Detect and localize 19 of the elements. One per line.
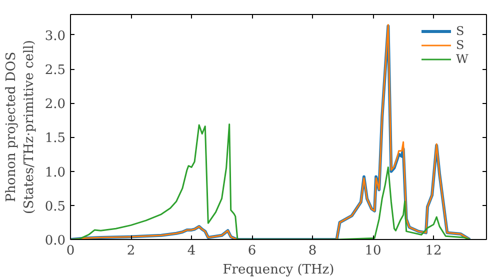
y-tick-label: 3.0 xyxy=(44,28,66,44)
legend-label: W xyxy=(456,52,470,66)
y-tick-label: 0.0 xyxy=(44,234,66,248)
x-tick-label: 10 xyxy=(364,244,382,258)
legend-label: S xyxy=(456,24,466,38)
x-tick-label: 0 xyxy=(66,244,75,258)
legend-label: S xyxy=(456,38,466,52)
x-tick-label: 4 xyxy=(187,244,196,258)
y-tick-label: 1.0 xyxy=(44,165,66,180)
x-tick-label: 6 xyxy=(248,244,256,258)
y-tick-label: 1.5 xyxy=(44,131,66,146)
x-tick-label: 12 xyxy=(425,244,442,258)
x-axis-title: Frequency (THz) xyxy=(222,262,334,278)
y-tick-label: 0.5 xyxy=(44,199,66,214)
y-tick-label: 2.5 xyxy=(44,63,66,78)
x-tick-label: 2 xyxy=(126,244,136,258)
y-axis-title: Phonon projected DOS (States/THz·primitive cell) xyxy=(4,40,37,214)
x-tick-label: 8 xyxy=(308,244,317,258)
y-tick-label: 2.0 xyxy=(44,97,66,112)
